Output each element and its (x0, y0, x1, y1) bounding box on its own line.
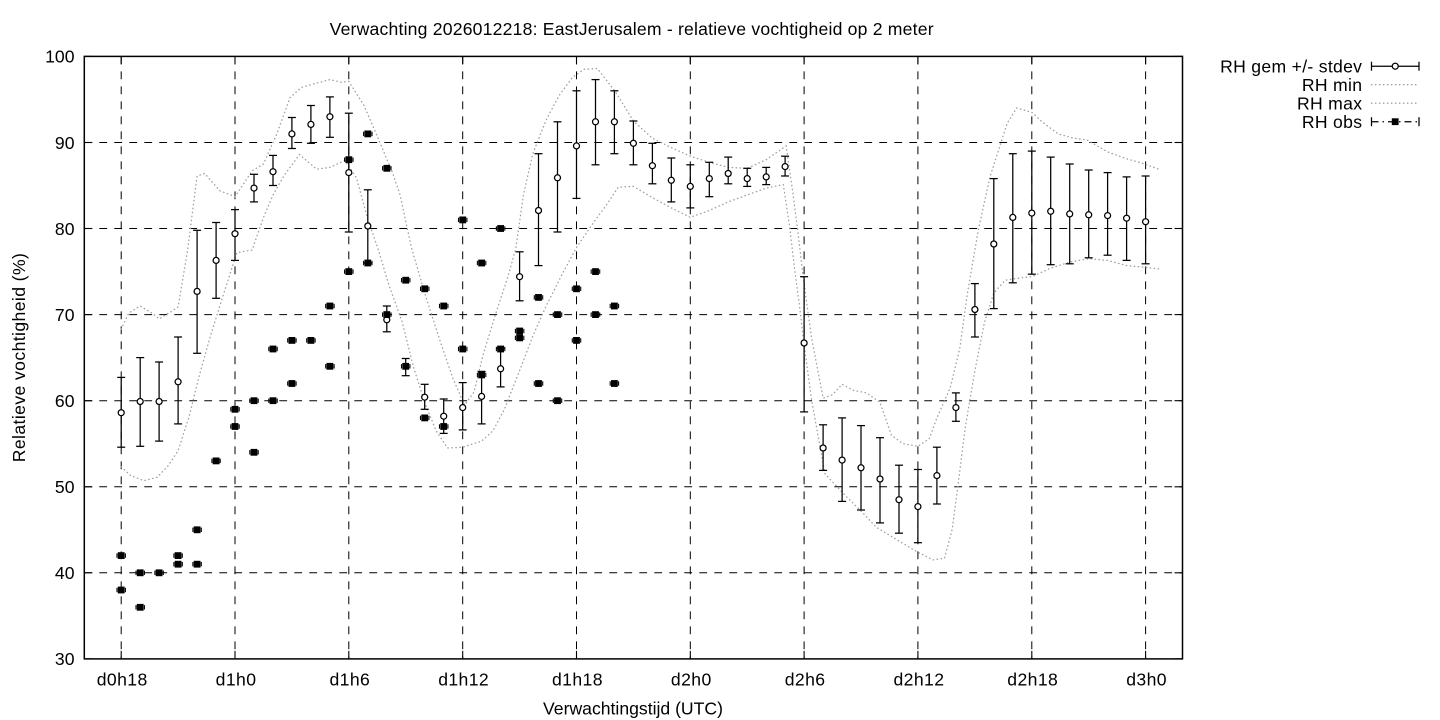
svg-text:Verwachting 2026012218: EastJe: Verwachting 2026012218: EastJerusalem - … (330, 19, 934, 39)
svg-text:60: 60 (55, 391, 75, 411)
svg-text:30: 30 (55, 649, 75, 669)
svg-text:d3h0: d3h0 (1126, 670, 1167, 690)
svg-text:d2h0: d2h0 (671, 670, 712, 690)
svg-text:RH gem +/- stdev: RH gem +/- stdev (1220, 56, 1362, 76)
svg-text:d2h18: d2h18 (1007, 670, 1058, 690)
svg-text:Relatieve vochtigheid (%): Relatieve vochtigheid (%) (9, 253, 29, 463)
svg-text:40: 40 (55, 563, 75, 583)
svg-text:90: 90 (55, 133, 75, 153)
svg-text:d1h18: d1h18 (552, 670, 603, 690)
svg-text:RH obs: RH obs (1302, 112, 1362, 132)
svg-text:d2h6: d2h6 (785, 670, 826, 690)
svg-text:RH max: RH max (1297, 93, 1362, 113)
svg-text:80: 80 (55, 219, 75, 239)
svg-text:d0h18: d0h18 (97, 670, 148, 690)
svg-text:RH min: RH min (1302, 75, 1362, 95)
svg-text:d2h12: d2h12 (893, 670, 944, 690)
svg-text:70: 70 (55, 305, 75, 325)
svg-text:50: 50 (55, 477, 75, 497)
svg-text:d1h0: d1h0 (216, 670, 257, 690)
svg-text:Verwachtingstijd (UTC): Verwachtingstijd (UTC) (543, 699, 723, 719)
svg-text:d1h12: d1h12 (438, 670, 489, 690)
svg-text:d1h6: d1h6 (329, 670, 370, 690)
svg-text:100: 100 (45, 47, 75, 67)
